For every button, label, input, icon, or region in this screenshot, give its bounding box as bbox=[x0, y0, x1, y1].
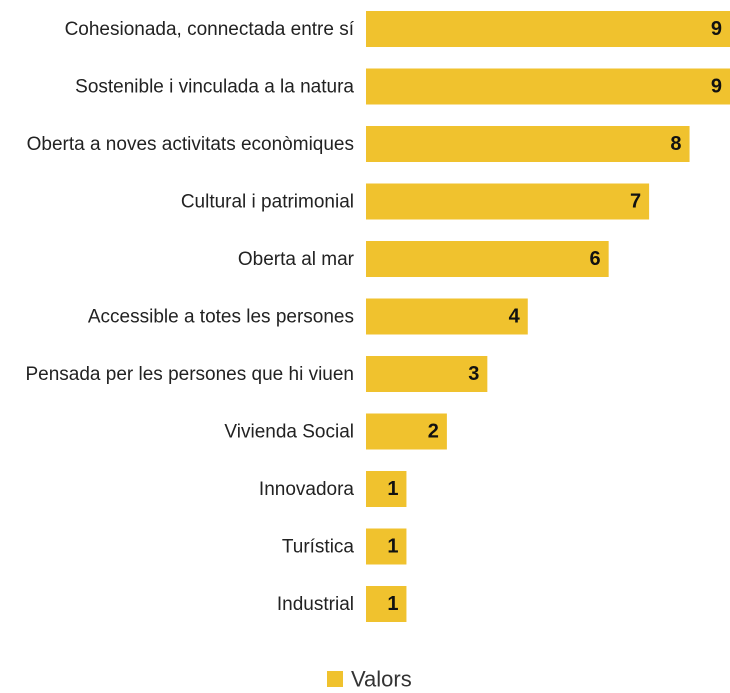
bar bbox=[366, 126, 690, 162]
category-label: Industrial bbox=[277, 594, 354, 615]
bar bbox=[366, 471, 407, 507]
data-label: 8 bbox=[670, 133, 681, 155]
category-label: Accessible a totes les persones bbox=[88, 306, 354, 327]
data-label: 2 bbox=[428, 421, 439, 443]
bar-row: Vivienda Social 2 bbox=[224, 413, 447, 450]
category-label: Innovadora bbox=[259, 479, 355, 500]
legend-label: Valors bbox=[351, 667, 412, 689]
bar bbox=[366, 11, 730, 47]
bar bbox=[366, 413, 447, 450]
bar-row: Turística 1 bbox=[282, 528, 407, 565]
data-label: 9 bbox=[711, 76, 722, 98]
data-label: 1 bbox=[387, 478, 398, 500]
legend: Valors bbox=[327, 667, 412, 692]
bar bbox=[366, 528, 407, 565]
bar-row: Accessible a totes les persones 4 bbox=[88, 298, 528, 335]
data-label: 3 bbox=[468, 363, 479, 385]
category-label: Sostenible i vinculada a la natura bbox=[75, 76, 354, 97]
data-label: 1 bbox=[387, 593, 398, 615]
bar-row: Sostenible i vinculada a la natura 9 bbox=[75, 68, 730, 105]
legend-swatch bbox=[327, 671, 343, 687]
category-label: Pensada per les persones que hi viuen bbox=[25, 364, 354, 385]
data-label: 9 bbox=[711, 18, 722, 40]
bar bbox=[366, 68, 730, 105]
bar-row: Pensada per les persones que hi viuen 3 bbox=[25, 356, 488, 392]
bar bbox=[366, 241, 609, 277]
bar-row: Industrial 1 bbox=[277, 586, 407, 622]
data-label: 1 bbox=[387, 536, 398, 558]
data-label: 4 bbox=[509, 306, 521, 328]
category-label: Vivienda Social bbox=[224, 421, 354, 442]
bar-row: Cultural i patrimonial 7 bbox=[181, 183, 650, 220]
bar bbox=[366, 586, 407, 622]
bars-layer: Cohesionada, connectada entre sí 9Sosteni… bbox=[25, 11, 730, 622]
data-label: 6 bbox=[590, 248, 601, 270]
category-label: Oberta a noves activitats econòmiques bbox=[27, 134, 354, 155]
bar-row: Cohesionada, connectada entre sí 9 bbox=[65, 11, 730, 47]
category-label: Turística bbox=[282, 536, 355, 557]
category-label: Oberta al mar bbox=[238, 249, 355, 270]
bar bbox=[366, 183, 650, 220]
bar-row: Oberta al mar 6 bbox=[238, 241, 609, 277]
bar-row: Oberta a noves activitats econòmiques 8 bbox=[27, 126, 690, 162]
data-label: 7 bbox=[630, 191, 641, 213]
bar bbox=[366, 356, 488, 392]
bar bbox=[366, 298, 528, 335]
bar-row: Innovadora 1 bbox=[259, 471, 407, 507]
category-label: Cohesionada, connectada entre sí bbox=[65, 19, 355, 40]
category-label: Cultural i patrimonial bbox=[181, 191, 354, 212]
